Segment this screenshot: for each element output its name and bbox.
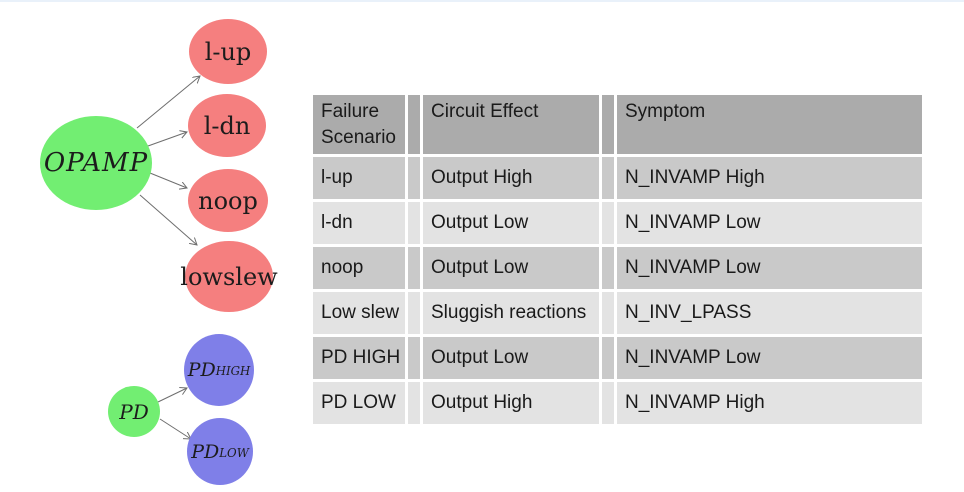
table-header-row: Failure Scenario Circuit Effect Symptom <box>313 95 922 155</box>
spacer-cell <box>602 202 614 245</box>
spacer-cell <box>602 292 614 335</box>
column-header-circuit-effect: Circuit Effect <box>423 95 599 155</box>
node-l-up-label: l-up <box>204 37 252 66</box>
node-pd-label: PD <box>119 399 149 424</box>
node-pd-high: PD HIGH <box>184 334 254 406</box>
table-row: Low slew Sluggish reactions N_INV_LPASS <box>313 292 922 335</box>
spacer-cell <box>408 157 420 200</box>
table-row: PD LOW Output High N_INVAMP High <box>313 382 922 425</box>
node-noop: noop <box>188 169 268 232</box>
node-pd-low-subscript: LOW <box>219 445 249 460</box>
header-spacer-cell <box>602 95 614 155</box>
diagram-arrows <box>136 0 310 492</box>
spacer-cell <box>408 202 420 245</box>
spacer-cell <box>602 247 614 290</box>
node-pd: PD <box>108 386 160 437</box>
node-opamp-label: OPAMP <box>43 148 149 178</box>
spacer-cell <box>408 337 420 380</box>
node-opamp: OPAMP <box>40 116 152 210</box>
node-l-dn-label: l-dn <box>203 111 251 140</box>
table-row: noop Output Low N_INVAMP Low <box>313 247 922 290</box>
cell-scenario: noop <box>313 247 405 290</box>
node-l-up: l-up <box>189 19 267 84</box>
cell-symptom: N_INVAMP High <box>617 157 922 200</box>
cell-effect: Output Low <box>423 337 599 380</box>
cell-symptom: N_INVAMP Low <box>617 337 922 380</box>
cell-scenario: l-dn <box>313 202 405 245</box>
column-header-symptom: Symptom <box>617 95 922 155</box>
arrow-opamp-to-ldn <box>147 132 187 147</box>
table-row: PD HIGH Output Low N_INVAMP Low <box>313 337 922 380</box>
spacer-cell <box>602 157 614 200</box>
cell-effect: Output High <box>423 382 599 425</box>
node-lowslew: lowslew <box>180 241 278 312</box>
spacer-cell <box>408 247 420 290</box>
spacer-cell <box>408 382 420 425</box>
node-noop-label: noop <box>198 186 258 215</box>
cell-symptom: N_INV_LPASS <box>617 292 922 335</box>
cell-effect: Output High <box>423 157 599 200</box>
cell-scenario: PD LOW <box>313 382 405 425</box>
cell-symptom: N_INVAMP Low <box>617 202 922 245</box>
table-row: l-up Output High N_INVAMP High <box>313 157 922 200</box>
cell-scenario: Low slew <box>313 292 405 335</box>
cell-scenario: l-up <box>313 157 405 200</box>
node-pd-high-label: PD <box>187 359 216 381</box>
arrow-pd-to-pdhigh <box>157 388 187 403</box>
cell-effect: Output Low <box>423 202 599 245</box>
node-pd-high-subscript: HIGH <box>215 364 251 379</box>
cell-scenario: PD HIGH <box>313 337 405 380</box>
node-lowslew-label: lowslew <box>180 262 278 291</box>
arrow-opamp-to-noop <box>149 172 187 188</box>
table-row: l-dn Output Low N_INVAMP Low <box>313 202 922 245</box>
arrow-opamp-to-lup <box>136 76 200 129</box>
failure-scenario-table: Failure Scenario Circuit Effect Symptom … <box>310 92 925 427</box>
cell-effect: Output Low <box>423 247 599 290</box>
spacer-cell <box>602 382 614 425</box>
node-pd-low-label: PD <box>191 440 220 463</box>
top-edge-line <box>0 0 964 2</box>
arrow-opamp-to-lowslew <box>139 194 197 245</box>
header-spacer-cell <box>408 95 420 155</box>
node-pd-low: PD LOW <box>187 418 253 485</box>
spacer-cell <box>408 292 420 335</box>
spacer-cell <box>602 337 614 380</box>
cell-symptom: N_INVAMP High <box>617 382 922 425</box>
node-l-dn: l-dn <box>188 94 266 157</box>
arrow-pd-to-pdlow <box>159 418 191 439</box>
column-header-failure-scenario: Failure Scenario <box>313 95 405 155</box>
cell-symptom: N_INVAMP Low <box>617 247 922 290</box>
cell-effect: Sluggish reactions <box>423 292 599 335</box>
